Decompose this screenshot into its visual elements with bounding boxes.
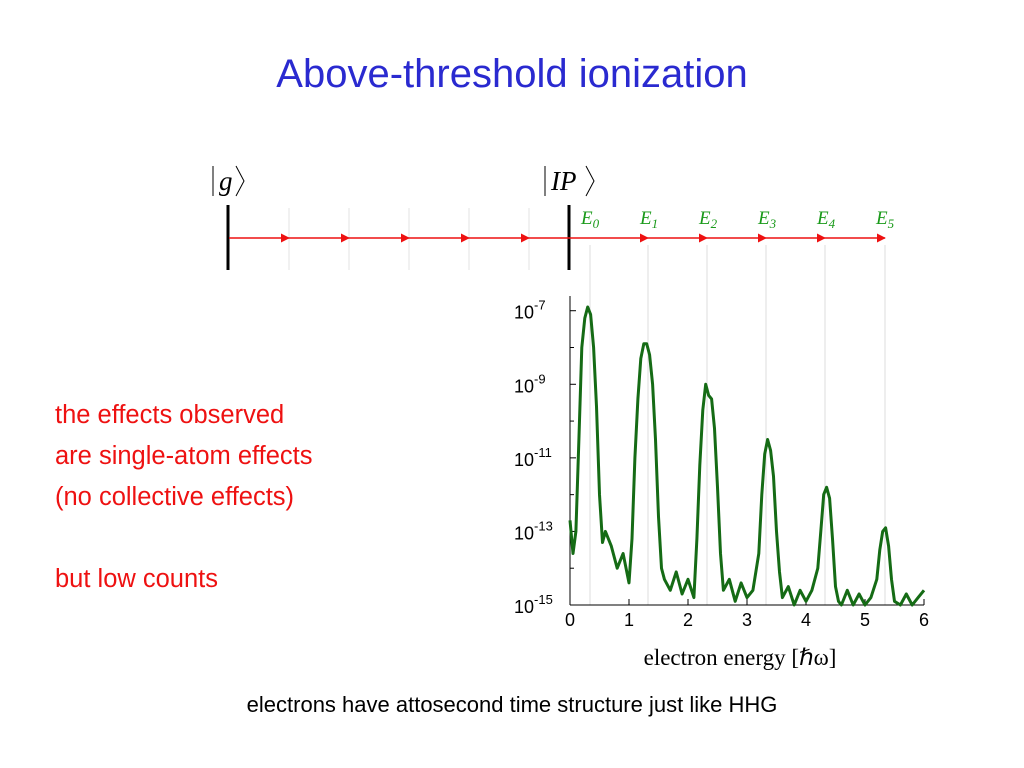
x-tick-label: 4 [801, 610, 811, 630]
x-tick-label: 3 [742, 610, 752, 630]
level-label-e2: E2 [698, 208, 718, 231]
note-line: but low counts [55, 565, 219, 593]
spectrum-line [568, 305, 926, 607]
y-tick-label: 10-11 [514, 445, 552, 470]
x-ticks: 0 1 2 3 4 5 6 [565, 599, 929, 630]
note-spacer [55, 518, 313, 559]
ionization-ket: IP [544, 165, 595, 197]
ground-state-ket: g [212, 165, 245, 197]
photon-step-lines [288, 208, 530, 270]
level-label-e4: E4 [816, 208, 836, 231]
x-tick-label: 5 [860, 610, 870, 630]
y-tick-label: 10-9 [514, 371, 546, 396]
y-ticks: 10-7 10-9 10-11 10-13 10-15 [514, 298, 576, 617]
level-label-e5: E5 [875, 208, 895, 231]
note-line: the effects observed [55, 401, 285, 429]
note-line: are single-atom effects [55, 442, 313, 470]
x-tick-label: 1 [624, 610, 634, 630]
spectrum-plot: 10-7 10-9 10-11 10-13 10-15 0 1 2 3 4 5 6 electron… [514, 296, 929, 670]
y-tick-label: 10-13 [514, 518, 553, 543]
energy-diagram: g IP [212, 165, 895, 605]
level-label-e3: E3 [757, 208, 777, 231]
note-line: (no collective effects) [55, 483, 295, 511]
x-tick-label: 0 [565, 610, 575, 630]
x-tick-label: 6 [919, 610, 929, 630]
level-label-e1: E1 [639, 208, 658, 231]
y-tick-label: 10-7 [514, 298, 546, 323]
level-label-e0: E0 [580, 208, 600, 231]
x-tick-label: 2 [683, 610, 693, 630]
level-labels: E0 E1 E2 E3 E4 E5 [580, 208, 895, 231]
notes-block: the effects observed are single-atom eff… [55, 395, 313, 600]
ionization-label: IP [550, 166, 576, 196]
slide-title: Above-threshold ionization [276, 52, 748, 96]
y-tick-label: 10-15 [514, 592, 553, 617]
x-axis-label: electron energy [ℏω] [644, 645, 837, 670]
slide-caption: electrons have attosecond time structure… [246, 692, 778, 717]
level-guides [589, 245, 886, 605]
ground-state-label: g [219, 166, 233, 196]
